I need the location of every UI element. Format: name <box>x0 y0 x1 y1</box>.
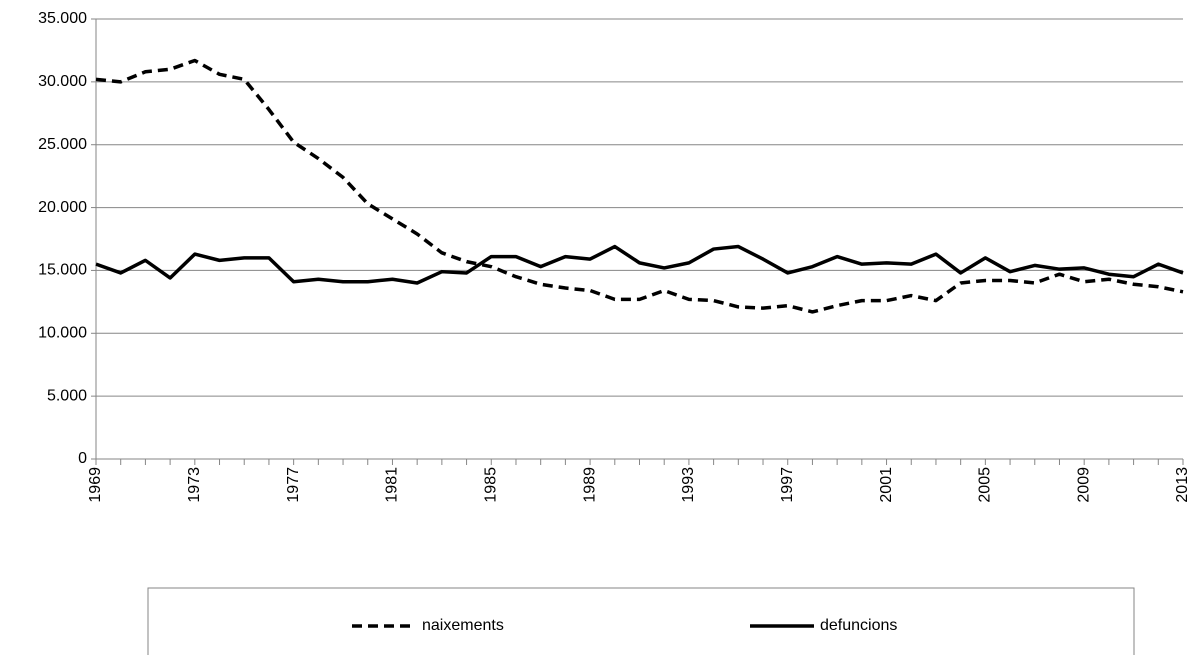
y-tick-label: 5.000 <box>47 387 87 404</box>
x-tick-label: 1989 <box>581 467 598 503</box>
line-series <box>95 244 1184 285</box>
legend-box <box>147 587 1135 655</box>
x-tick-label: 1997 <box>779 467 796 503</box>
x-tick-label: 1981 <box>384 467 401 503</box>
legend-label: naixements <box>422 617 504 634</box>
legend-label: defuncions <box>820 617 897 634</box>
x-tick-label: 1973 <box>186 467 203 503</box>
line-series <box>95 58 1184 314</box>
y-tick-label: 25.000 <box>38 136 87 153</box>
y-tick-label: 10.000 <box>38 325 87 342</box>
y-tick-label: 0 <box>78 450 87 467</box>
x-tick-label: 2013 <box>1174 467 1191 503</box>
y-tick-label: 20.000 <box>38 199 87 216</box>
y-tick-label: 35.000 <box>38 10 87 27</box>
x-tick-label: 2009 <box>1075 467 1092 503</box>
x-tick-label: 1993 <box>680 467 697 503</box>
x-tick-label: 1985 <box>482 467 499 503</box>
x-tick-label: 1977 <box>285 467 302 503</box>
x-tick-label: 1969 <box>87 467 104 503</box>
x-tick-label: 2005 <box>977 467 994 503</box>
x-tick-label: 2001 <box>878 467 895 503</box>
y-tick-label: 30.000 <box>38 73 87 90</box>
y-tick-label: 15.000 <box>38 262 87 279</box>
